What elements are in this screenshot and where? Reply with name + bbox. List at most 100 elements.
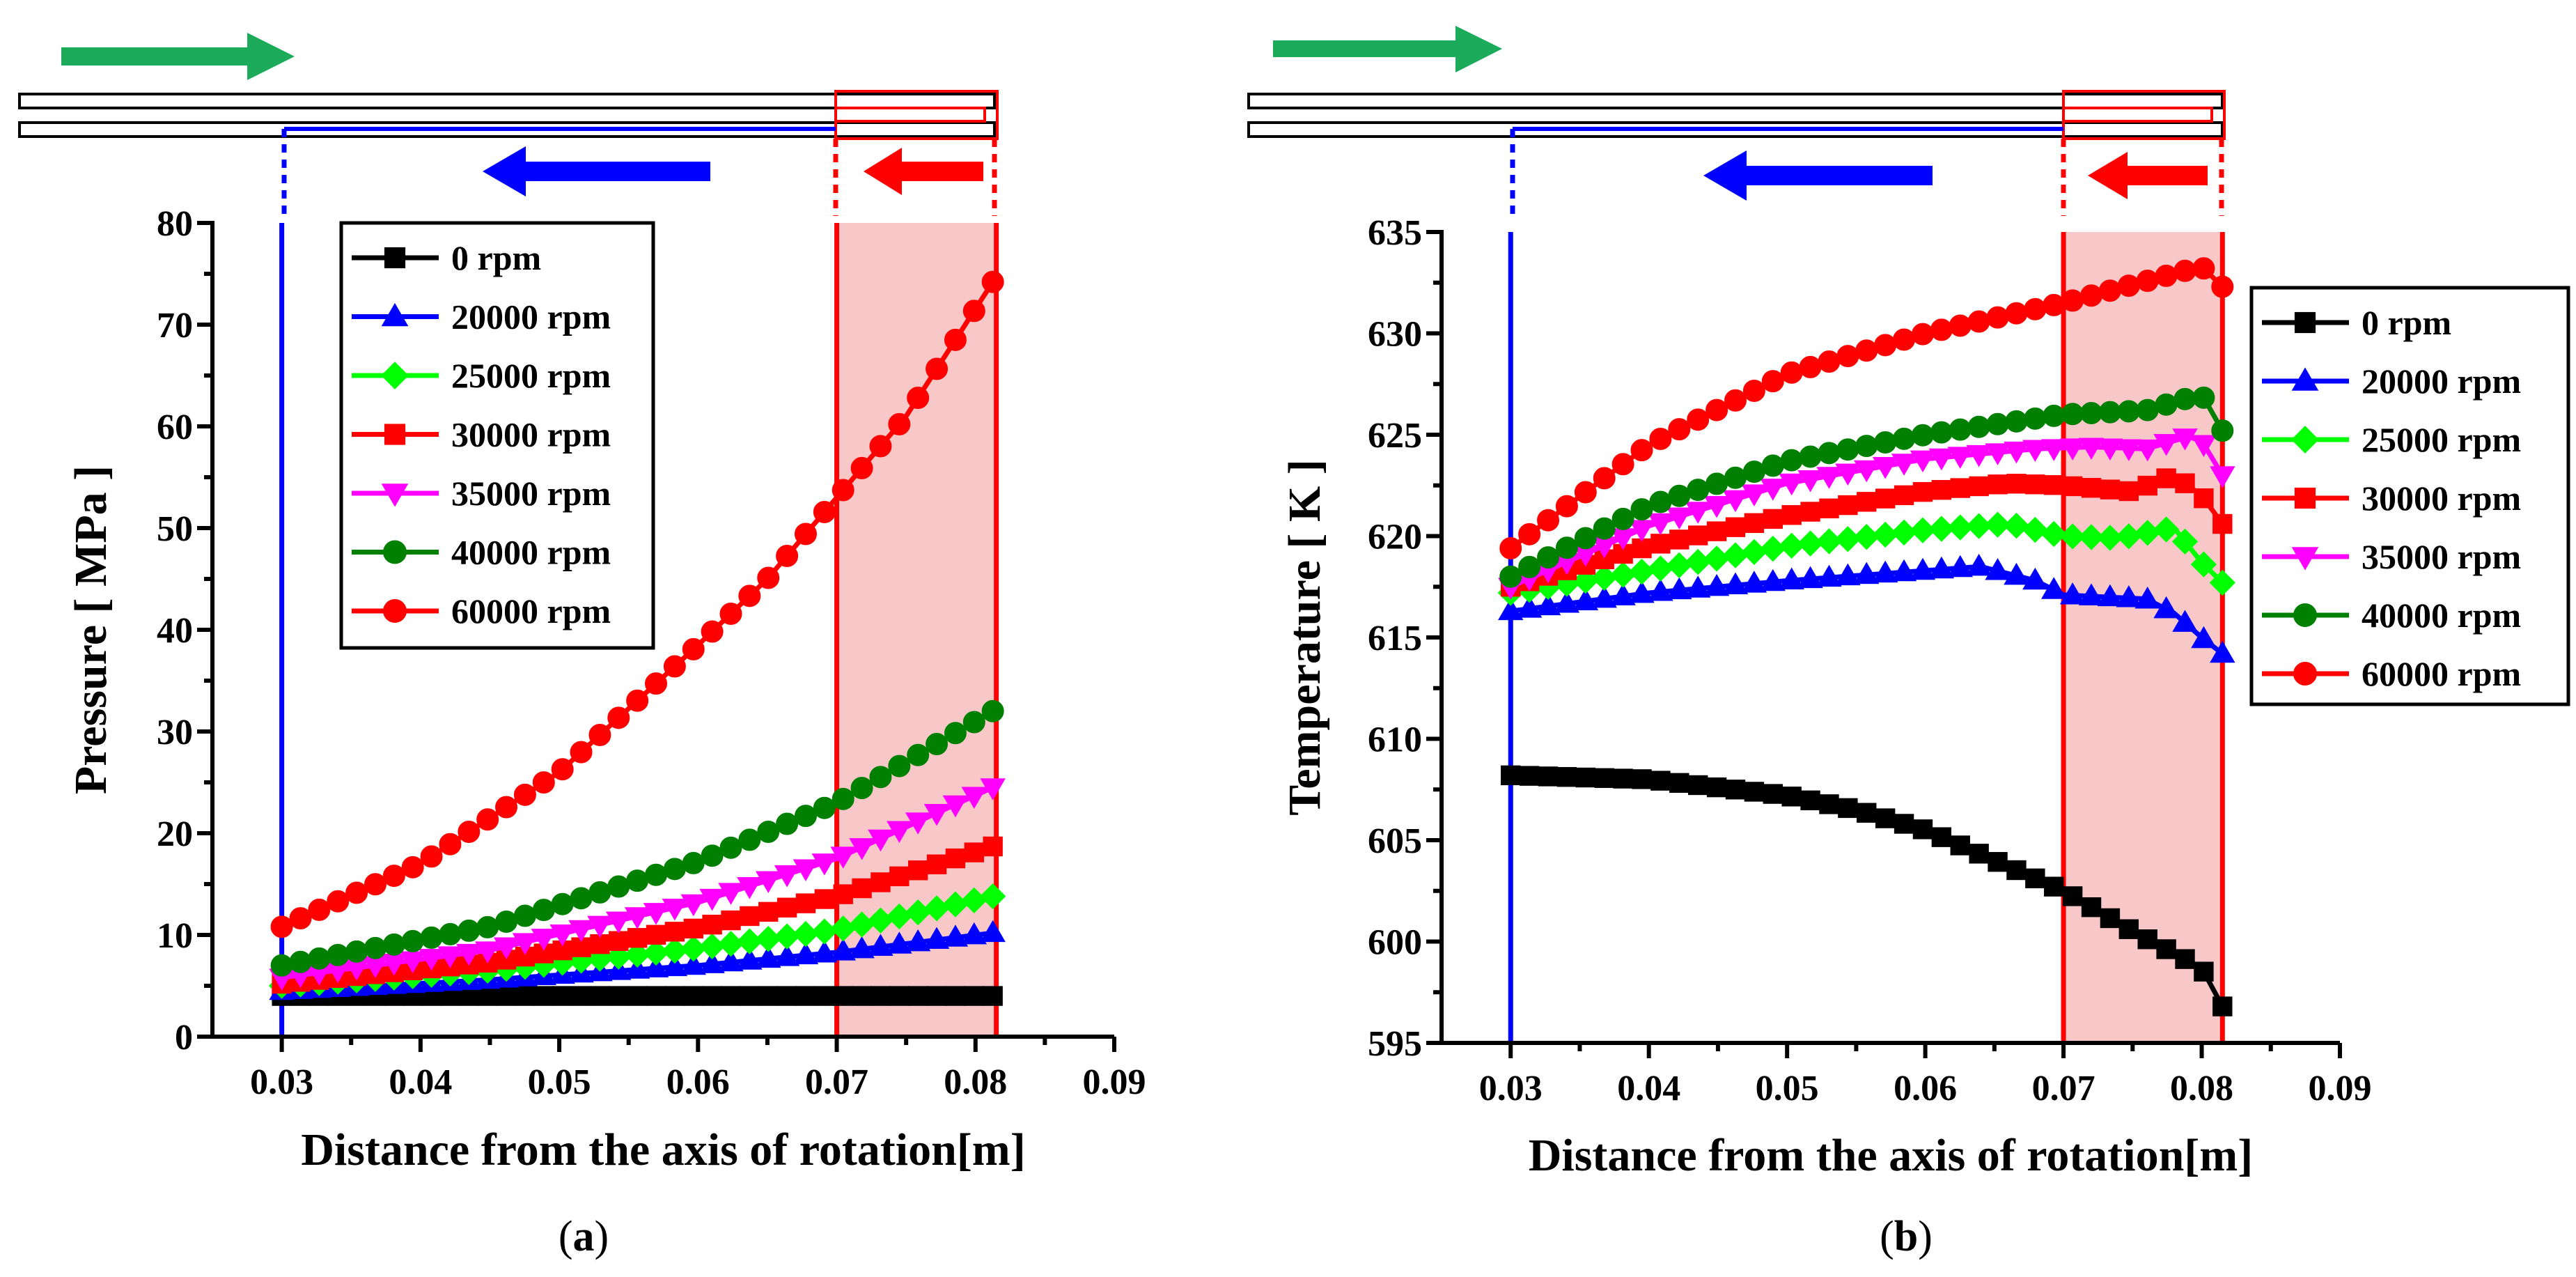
legend-marker bbox=[2291, 426, 2319, 454]
data-point bbox=[1724, 389, 1747, 412]
data-point bbox=[2192, 257, 2215, 280]
data-point bbox=[680, 894, 706, 917]
data-point bbox=[888, 754, 911, 777]
data-point bbox=[1947, 555, 1973, 578]
data-point bbox=[1628, 558, 1655, 585]
data-point bbox=[1950, 835, 1970, 856]
legend-marker bbox=[2294, 311, 2316, 334]
legend-item: 25000 rpm bbox=[2262, 420, 2521, 459]
data-point bbox=[2191, 626, 2217, 649]
data-point bbox=[1967, 310, 1990, 333]
data-point bbox=[923, 804, 950, 826]
data-point bbox=[1930, 318, 1953, 341]
data-point bbox=[962, 300, 985, 323]
data-point bbox=[1985, 443, 2011, 465]
y-axis-title: Pressure [ MPa ] bbox=[65, 465, 116, 794]
data-point bbox=[1725, 517, 1746, 537]
series-60000-rpm bbox=[1499, 257, 2234, 559]
data-point bbox=[1781, 787, 1802, 807]
series-20000-rpm bbox=[1497, 553, 2235, 663]
data-point bbox=[1725, 780, 1746, 800]
pipe-highlight-outer-a bbox=[834, 90, 999, 140]
data-point bbox=[738, 828, 761, 851]
data-point bbox=[719, 836, 742, 859]
data-point bbox=[1985, 557, 2011, 580]
data-point bbox=[458, 919, 481, 942]
data-point bbox=[1499, 565, 1522, 588]
data-point bbox=[474, 941, 501, 963]
data-point bbox=[1650, 534, 1671, 554]
data-point bbox=[923, 927, 950, 950]
data-point bbox=[1835, 463, 1861, 486]
data-point bbox=[1648, 513, 1673, 536]
data-point bbox=[624, 957, 650, 979]
data-point bbox=[776, 544, 799, 567]
data-point bbox=[1685, 575, 1711, 598]
y-tick-label: 605 bbox=[1368, 821, 1422, 861]
y-tick-label: 625 bbox=[1368, 416, 1422, 456]
data-point bbox=[587, 915, 613, 938]
data-point bbox=[1668, 418, 1691, 441]
data-point bbox=[662, 954, 688, 977]
legend-item: 60000 rpm bbox=[2262, 654, 2521, 693]
data-point bbox=[1613, 768, 1633, 789]
data-point bbox=[2005, 302, 2028, 325]
legend-marker bbox=[2293, 662, 2317, 686]
data-point bbox=[1872, 457, 1898, 479]
legend-item: 35000 rpm bbox=[352, 474, 611, 513]
data-point bbox=[2005, 410, 2028, 433]
data-point bbox=[1835, 563, 1861, 586]
data-point bbox=[1742, 461, 1765, 483]
data-point bbox=[345, 881, 368, 904]
data-point bbox=[401, 929, 424, 952]
data-point bbox=[627, 928, 648, 948]
data-point bbox=[1928, 448, 1955, 471]
legend-label: 25000 rpm bbox=[2362, 420, 2521, 459]
data-point bbox=[1574, 527, 1597, 550]
data-point bbox=[2024, 297, 2047, 320]
pipe-highlight-outer-b bbox=[2062, 90, 2226, 140]
data-point bbox=[889, 986, 910, 1006]
data-point bbox=[889, 866, 910, 887]
data-point bbox=[513, 783, 536, 806]
y-tick-label: 80 bbox=[157, 204, 193, 244]
data-point bbox=[1910, 517, 1936, 543]
data-point bbox=[1744, 513, 1765, 533]
data-point bbox=[1986, 306, 2009, 329]
data-point bbox=[439, 922, 462, 945]
data-point bbox=[456, 943, 482, 966]
data-point bbox=[2059, 582, 2086, 605]
flow-arrow-red-b bbox=[2088, 152, 2208, 199]
data-point bbox=[1797, 566, 1823, 589]
data-point bbox=[2097, 438, 2123, 461]
data-point bbox=[737, 947, 763, 970]
legend-label: 40000 rpm bbox=[451, 533, 611, 572]
data-point bbox=[1516, 596, 1543, 618]
y-tick-label: 610 bbox=[1368, 720, 1422, 760]
series-0-rpm bbox=[1501, 765, 2233, 1016]
data-point bbox=[1744, 782, 1765, 802]
data-point bbox=[907, 986, 928, 1006]
data-point bbox=[1555, 495, 1578, 518]
data-point bbox=[308, 898, 331, 921]
x-tick-label: 0.03 bbox=[250, 1062, 313, 1102]
data-point bbox=[2022, 567, 2048, 590]
data-point bbox=[2061, 289, 2084, 312]
data-point bbox=[1518, 555, 1541, 578]
data-point bbox=[1911, 424, 1934, 447]
data-point bbox=[1857, 803, 1877, 823]
data-point bbox=[1855, 339, 1878, 362]
pipe-highlight-inner-a bbox=[834, 107, 986, 123]
y-tick-label: 0 bbox=[175, 1018, 193, 1058]
data-point bbox=[1555, 536, 1578, 559]
data-point bbox=[1855, 435, 1878, 458]
data-point bbox=[2100, 908, 2121, 929]
data-point bbox=[2118, 919, 2139, 939]
data-point bbox=[1556, 767, 1577, 787]
data-point bbox=[1891, 559, 1917, 582]
data-point bbox=[1893, 328, 1916, 351]
data-point bbox=[905, 929, 931, 952]
data-point bbox=[1574, 481, 1597, 504]
data-point bbox=[1741, 539, 1767, 566]
x-tick-label: 0.04 bbox=[1617, 1069, 1680, 1108]
